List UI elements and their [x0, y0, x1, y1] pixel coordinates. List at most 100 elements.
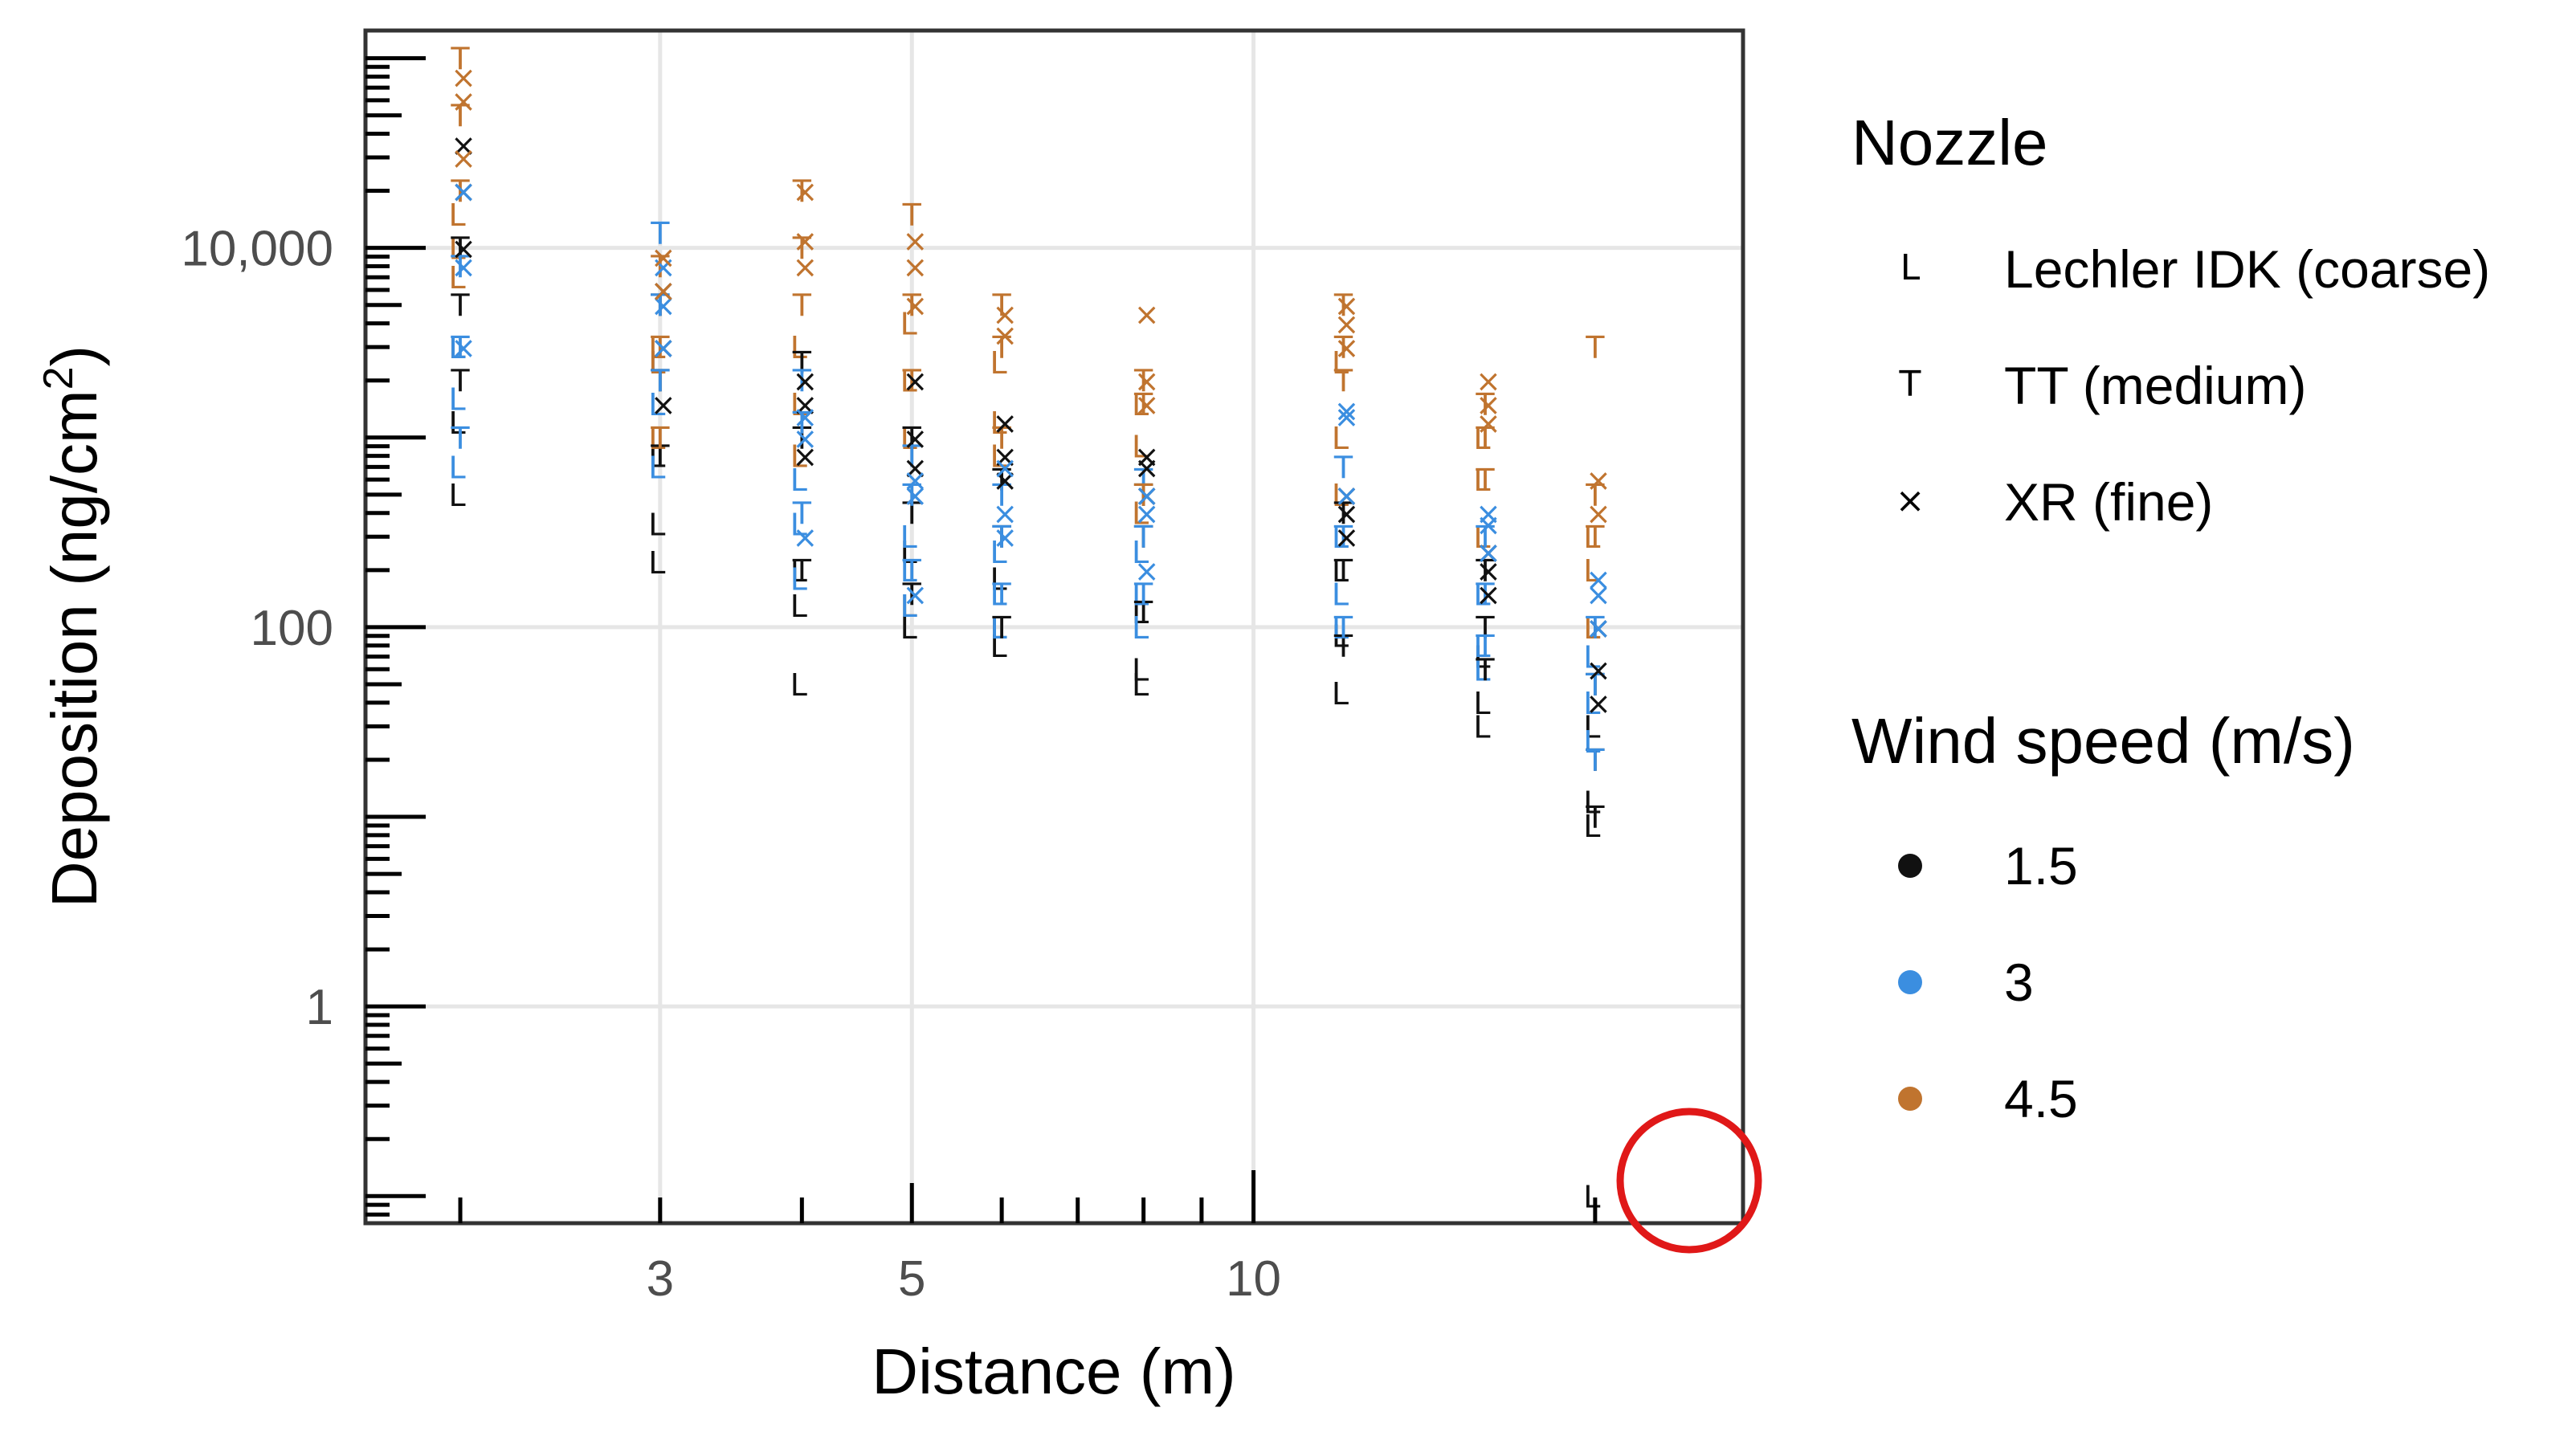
data-point: L [1132, 577, 1149, 612]
data-points: LLLLLLLLLLLLLLLLLLLLLLLLLLLLLLLLLLLLLLLL… [448, 42, 1611, 1215]
y-tick-label: 10,000 [181, 222, 333, 277]
data-point: × [992, 520, 1018, 555]
data-point: × [451, 141, 476, 176]
data-point: × [1586, 686, 1611, 721]
data-point: × [792, 399, 818, 434]
data-point: × [1334, 496, 1360, 532]
data-point: L [448, 382, 465, 418]
data-point: L [990, 406, 1007, 441]
data-point: T [450, 364, 470, 399]
data-point: T [650, 364, 670, 399]
data-point: L [1332, 553, 1349, 589]
data-point: L [1473, 463, 1490, 498]
data-point: T [792, 345, 812, 381]
data-point: × [1476, 507, 1501, 542]
data-point: L [1473, 421, 1490, 456]
data-point: × [1586, 652, 1611, 687]
data-point: L [1473, 709, 1490, 745]
data-point: L [1132, 652, 1149, 687]
data-point: L [990, 439, 1007, 475]
data-point: T [992, 330, 1012, 365]
data-point: T [1133, 387, 1153, 422]
data-point: × [651, 250, 676, 285]
data-point: T [1585, 330, 1605, 365]
data-point: L [448, 231, 465, 267]
y-axis-title-end: ) [39, 345, 110, 367]
data-point: L [990, 535, 1007, 570]
legend-label-coarse: Lechler IDK (coarse) [2004, 239, 2490, 299]
data-point: L [1473, 652, 1490, 687]
data-point: L [790, 439, 807, 475]
data-point: T [1475, 553, 1495, 589]
data-point: × [992, 496, 1018, 532]
data-point: T [450, 174, 470, 210]
data-point: L [1583, 724, 1600, 760]
data-point: × [1586, 610, 1611, 646]
data-point: L [1473, 629, 1490, 664]
data-point: L [1132, 595, 1149, 630]
data-point: × [902, 288, 928, 324]
data-point: × [451, 59, 476, 95]
data-point: L [1583, 709, 1600, 745]
data-point: T [450, 231, 470, 267]
data-point: × [1334, 307, 1360, 342]
data-point: T [1133, 520, 1153, 555]
data-point: T [450, 42, 470, 77]
data-point: L [1332, 478, 1349, 513]
data-point: T [1585, 667, 1605, 703]
data-point: T [992, 577, 1012, 612]
data-point: T [1475, 463, 1495, 498]
legend-symbol-coarse: L [1900, 247, 1921, 288]
legend-label-wind-4-5: 4.5 [2004, 1069, 2078, 1128]
y-tick-label: 1 [306, 980, 333, 1035]
data-point: L [790, 667, 807, 703]
data-point: T [792, 421, 812, 456]
data-point: T [1475, 652, 1495, 687]
data-point: L [790, 463, 807, 498]
data-point: × [1134, 297, 1160, 333]
data-point: L [990, 610, 1007, 646]
data-point: T [1585, 520, 1605, 555]
data-point: × [1334, 478, 1360, 513]
legend: Nozzle L Lechler IDK (coarse) T TT (medi… [1851, 107, 2490, 1128]
legend-label-medium: TT (medium) [2004, 356, 2306, 415]
data-point: T [792, 364, 812, 399]
legend-symbol-fine: × [1896, 480, 1925, 521]
data-point: × [992, 406, 1018, 441]
legend-dot-wind-4-5 [1898, 1087, 1922, 1111]
data-point: L [648, 421, 665, 456]
data-point: L [900, 535, 917, 570]
data-point: × [451, 128, 476, 163]
data-point: L [790, 330, 807, 365]
data-point: T [1333, 629, 1353, 664]
data-point: × [902, 250, 928, 285]
y-tick-label: 100 [251, 601, 333, 656]
data-point: L [900, 553, 917, 589]
data-point: T [902, 421, 922, 456]
data-point: × [651, 239, 676, 275]
data-point: × [1134, 387, 1160, 422]
data-point: × [1476, 387, 1501, 422]
data-point: L [990, 345, 1007, 381]
data-point: × [1476, 577, 1501, 612]
data-point: × [792, 520, 818, 555]
data-point: L [900, 307, 917, 342]
data-point: L [448, 330, 465, 365]
data-point: × [1476, 364, 1501, 399]
data-point: T [992, 478, 1012, 513]
axes: 3 5 10 1 100 10,000 [181, 56, 1598, 1307]
data-point: T [1475, 577, 1495, 612]
data-point: T [902, 364, 922, 399]
data-point: L [790, 387, 807, 422]
data-point: L [1132, 667, 1149, 703]
data-point: × [792, 250, 818, 285]
data-point: T [650, 216, 670, 251]
data-point: L [1332, 676, 1349, 712]
data-point: L [900, 364, 917, 399]
data-point: T [450, 288, 470, 324]
data-point: × [1334, 520, 1360, 555]
data-point: L [1583, 553, 1600, 589]
data-point: L [1332, 345, 1349, 381]
data-point: T [650, 288, 670, 324]
data-point: T [1333, 364, 1353, 399]
